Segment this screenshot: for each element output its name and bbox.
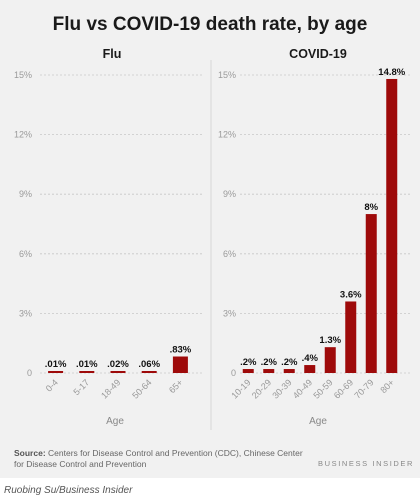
data-label: 3.6% <box>340 289 362 300</box>
y-tick-label: 12% <box>14 130 32 140</box>
x-tick-label: 40-49 <box>291 377 314 400</box>
bar <box>48 371 64 373</box>
x-tick-label: 30-39 <box>270 377 293 400</box>
y-tick-label: 3% <box>223 308 236 318</box>
x-axis-label: Age <box>106 416 124 427</box>
covid-panel: COVID-19 0 3% 6% 9% 12% 15% .2% 10-19 .2% 20-29 .2%… <box>218 47 410 427</box>
data-label: .02% <box>107 359 129 370</box>
image-credit: Ruobing Su/Business Insider <box>4 485 133 496</box>
x-tick-label: 10-19 <box>229 377 252 400</box>
bar <box>172 356 188 373</box>
y-tick-label: 0 <box>231 368 236 378</box>
x-tick-label: 0-4 <box>44 377 60 393</box>
bar <box>242 369 254 373</box>
bar <box>263 369 275 373</box>
y-tick-label: 15% <box>14 70 32 80</box>
bar <box>365 214 377 373</box>
y-tick-label: 3% <box>19 308 32 318</box>
panel-title: Flu <box>103 47 122 61</box>
bar <box>304 365 316 373</box>
bar <box>79 371 95 373</box>
data-label: .2% <box>281 357 298 368</box>
x-tick-label: 50-64 <box>130 377 153 400</box>
x-tick-label: 5-17 <box>71 377 91 397</box>
data-label: 8% <box>364 202 378 213</box>
x-tick-label: 60-69 <box>332 377 355 400</box>
data-label: .2% <box>240 357 257 368</box>
chart-title: Flu vs COVID-19 death rate, by age <box>52 14 368 35</box>
bar <box>283 369 295 373</box>
x-tick-label: 18-49 <box>99 377 122 400</box>
x-tick-label: 80+ <box>378 377 396 395</box>
x-axis-label: Age <box>309 416 327 427</box>
source-text: Centers for Disease Control and Preventi… <box>14 448 303 469</box>
bar <box>110 371 126 373</box>
publisher-brand: BUSINESS INSIDER <box>318 459 415 468</box>
data-label: .01% <box>76 359 98 370</box>
y-tick-label: 6% <box>19 249 32 259</box>
x-tick-label: 65+ <box>167 377 185 395</box>
flu-panel: Flu 0 3% 6% 9% 12% 15% .01% 0-4 .01% 5-17 .02% 18-49… <box>14 47 204 427</box>
y-tick-label: 15% <box>218 70 236 80</box>
y-tick-label: 0 <box>27 368 32 378</box>
x-tick-label: 20-29 <box>250 377 273 400</box>
x-tick-label: 70-79 <box>352 377 375 400</box>
x-tick-label: 50-59 <box>311 377 334 400</box>
data-label: .2% <box>261 357 278 368</box>
y-tick-label: 9% <box>223 189 236 199</box>
bar <box>386 78 398 374</box>
data-label: 14.8% <box>378 67 405 78</box>
y-tick-label: 12% <box>218 130 236 140</box>
data-label: .83% <box>170 345 192 356</box>
source-label: Source: <box>14 448 46 458</box>
chart-card: Flu vs COVID-19 death rate, by age Flu 0 3… <box>0 0 420 478</box>
y-tick-label: 6% <box>223 249 236 259</box>
data-label: .4% <box>302 353 319 364</box>
source-note: Source: Centers for Disease Control and … <box>14 448 314 470</box>
panel-title: COVID-19 <box>289 47 347 61</box>
bar <box>324 347 336 373</box>
data-label: .06% <box>138 359 160 370</box>
y-tick-label: 9% <box>19 189 32 199</box>
bar <box>141 371 157 373</box>
chart-area: Flu 0 3% 6% 9% 12% 15% .01% 0-4 .01% 5-17 .02% 18-49… <box>14 47 410 430</box>
data-label: 1.3% <box>319 335 341 346</box>
data-label: .01% <box>45 359 67 370</box>
bar <box>345 301 357 373</box>
